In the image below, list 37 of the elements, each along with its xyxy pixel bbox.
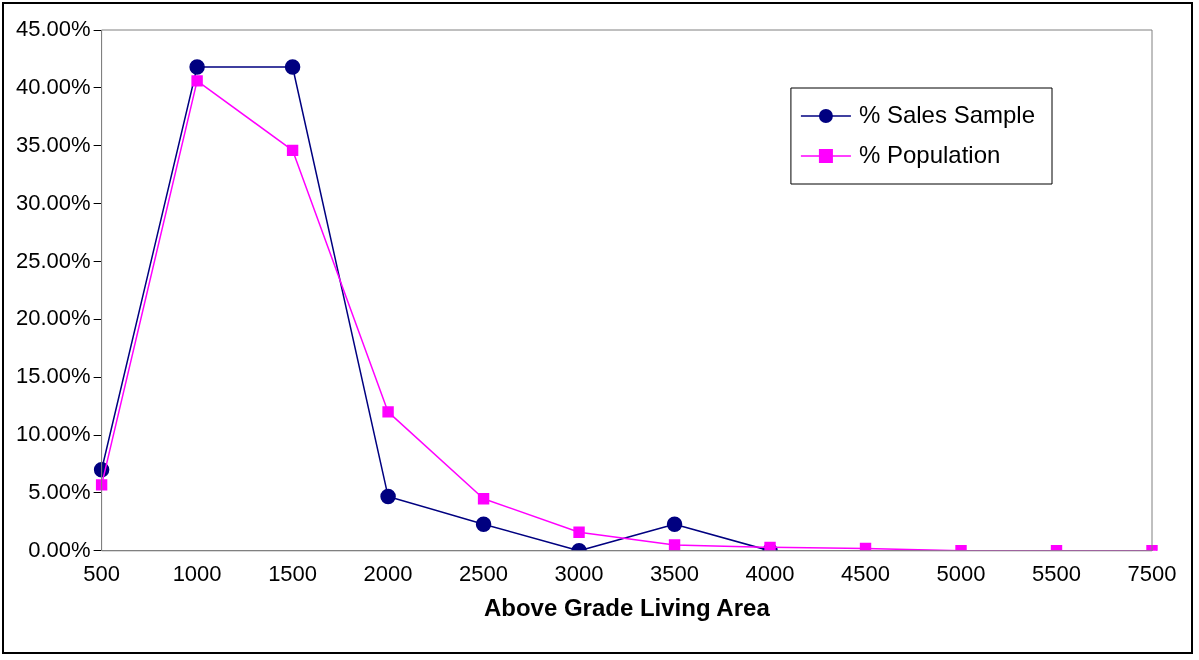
point	[666, 516, 683, 532]
x-tick-label: 1000	[172, 561, 222, 587]
x-axis-title: Above Grade Living Area	[483, 594, 771, 622]
point	[284, 59, 301, 75]
point	[189, 59, 205, 75]
point	[573, 526, 585, 538]
point	[286, 144, 299, 157]
y-tick-label: 0.00%	[28, 536, 91, 562]
point	[191, 75, 203, 87]
x-tick-label: 4500	[841, 561, 891, 587]
y-tick-label: 15.00%	[15, 363, 91, 389]
y-tick-label: 45.00%	[15, 16, 91, 42]
y-tick-label: 35.00%	[15, 131, 91, 157]
x-tick-label: 1500	[268, 561, 318, 587]
y-tick-label: 5.00%	[28, 479, 91, 504]
legend-label: % Sales Sample	[858, 100, 1036, 128]
x-tick-label: 2000	[363, 561, 413, 587]
point	[477, 493, 490, 505]
x-tick-label: 5000	[936, 561, 986, 587]
y-tick-label: 30.00%	[15, 189, 91, 215]
point	[95, 479, 108, 491]
point	[380, 488, 396, 505]
x-tick-label: 3500	[650, 561, 700, 587]
point	[475, 516, 492, 532]
x-tick-label: 3000	[554, 561, 604, 587]
y-tick-label: 10.00%	[15, 421, 91, 447]
x-tick-label: 2500	[459, 561, 509, 587]
legend-label: % Population	[858, 140, 1001, 168]
point	[668, 539, 681, 551]
x-tick-label: 5500	[1032, 561, 1081, 587]
y-tick-label: 40.00%	[15, 73, 91, 99]
y-tick-label: 25.00%	[15, 247, 91, 273]
x-tick-label: 500	[83, 561, 120, 587]
point	[382, 406, 394, 418]
x-tick-label: 7500	[1127, 561, 1177, 587]
y-tick-label: 20.00%	[15, 305, 91, 331]
x-tick-label: 4000	[745, 561, 795, 587]
